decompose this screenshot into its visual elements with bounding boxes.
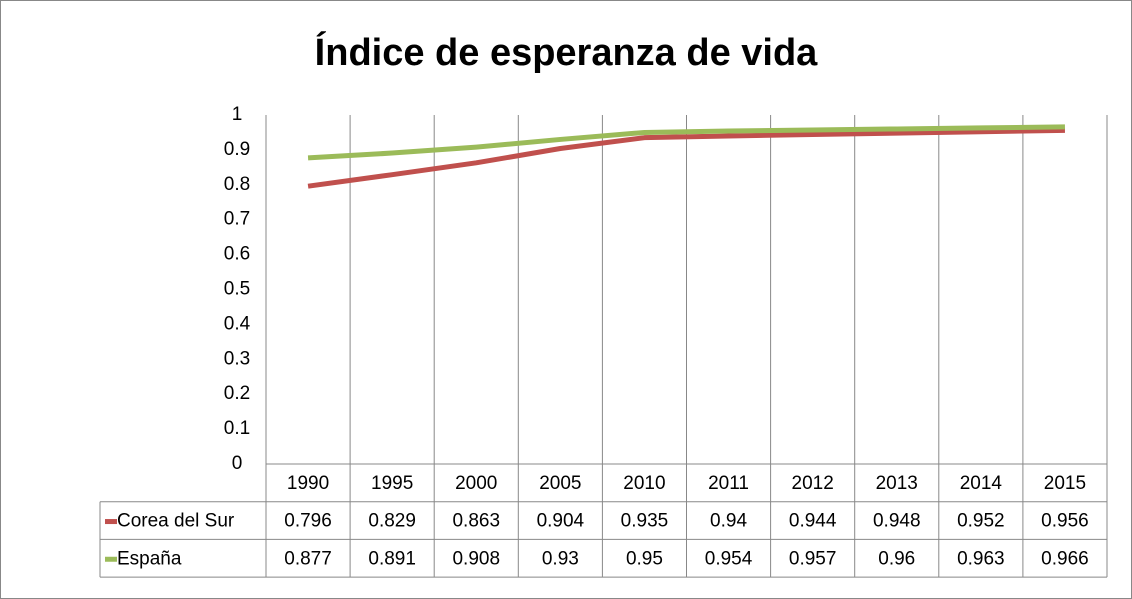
x-tick-label: 2012 <box>792 473 834 494</box>
x-tick-label: 2005 <box>539 473 581 494</box>
legend-label: España <box>117 548 182 569</box>
x-tick-label: 2014 <box>960 473 1003 494</box>
y-tick-label: 0.3 <box>224 348 250 369</box>
y-tick-label: 0.7 <box>224 209 250 230</box>
table-value: 0.829 <box>368 511 416 532</box>
table-value: 0.952 <box>957 511 1005 532</box>
table-value: 0.93 <box>542 548 579 569</box>
legend-label: Corea del Sur <box>117 511 235 532</box>
chart-title: Índice de esperanza de vida <box>315 30 819 74</box>
x-tick-label: 2000 <box>455 473 497 494</box>
table-value: 0.957 <box>789 548 837 569</box>
table-value: 0.966 <box>1041 548 1089 569</box>
table-value: 0.94 <box>710 511 747 532</box>
x-tick-label: 2015 <box>1044 473 1086 494</box>
table-value: 0.963 <box>957 548 1005 569</box>
y-tick-label: 0.9 <box>224 139 250 160</box>
y-tick-label: 0.5 <box>224 279 250 300</box>
y-tick-label: 0.2 <box>224 383 250 404</box>
series-line <box>307 124 1065 161</box>
y-tick-label: 0.4 <box>224 313 251 334</box>
table-value: 0.877 <box>284 548 332 569</box>
table-value: 0.954 <box>705 548 753 569</box>
x-tick-label: 2010 <box>623 473 665 494</box>
table-value: 0.863 <box>452 511 500 532</box>
y-tick-label: 0 <box>232 453 243 474</box>
table-value: 0.935 <box>621 511 669 532</box>
series-line <box>307 127 1065 189</box>
table-value: 0.796 <box>284 511 332 532</box>
x-tick-label: 2011 <box>708 473 749 494</box>
table-value: 0.948 <box>873 511 921 532</box>
x-tick-label: 2013 <box>876 473 918 494</box>
y-tick-label: 0.6 <box>224 244 250 265</box>
y-tick-label: 0.8 <box>224 174 250 195</box>
x-tick-label: 1990 <box>287 473 329 494</box>
table-value: 0.956 <box>1041 511 1089 532</box>
table-value: 0.95 <box>626 548 663 569</box>
table-value: 0.904 <box>537 511 585 532</box>
y-tick-label: 0.1 <box>224 418 250 439</box>
table-value: 0.96 <box>878 548 915 569</box>
x-tick-label: 1995 <box>371 473 413 494</box>
table-value: 0.944 <box>789 511 837 532</box>
table-value: 0.908 <box>452 548 500 569</box>
table-value: 0.891 <box>368 548 416 569</box>
y-tick-label: 1 <box>232 104 243 125</box>
